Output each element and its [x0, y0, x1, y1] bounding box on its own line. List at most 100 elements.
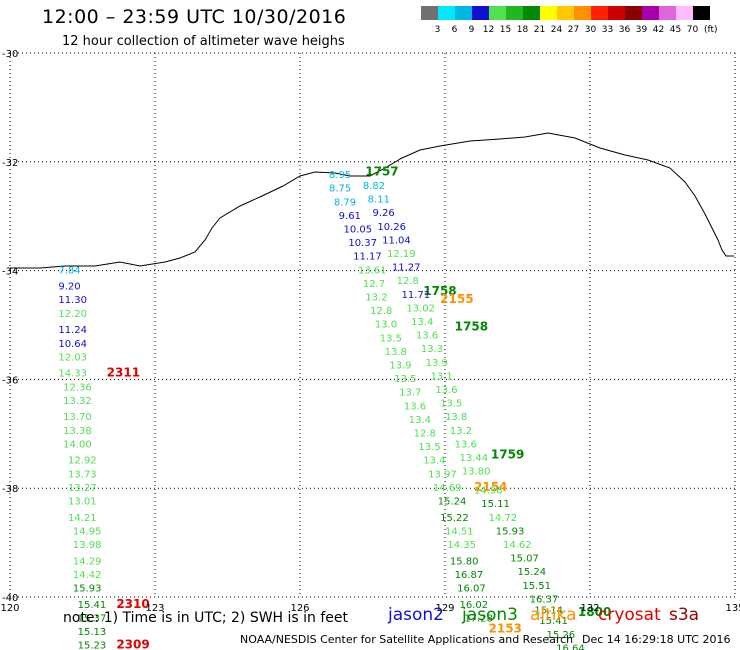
wave-height-value: 13.6 — [435, 385, 457, 396]
legend-label: 3 — [434, 25, 441, 35]
wave-height-value: 14.98 — [474, 486, 503, 497]
legend-swatch — [642, 6, 659, 20]
wave-height-value: 11.04 — [382, 235, 411, 246]
pass-time-label: 1800 — [578, 605, 611, 619]
wave-height-value: 12.8 — [370, 306, 392, 317]
wave-height-value: 14.62 — [503, 540, 532, 551]
legend-swatch — [693, 6, 710, 20]
wave-height-value: 15.80 — [450, 556, 479, 567]
wave-height-value: 13.9 — [426, 358, 448, 369]
wave-height-value: 15.51 — [522, 581, 551, 592]
legend-swatch — [421, 6, 438, 20]
wave-height-value: 13.9 — [389, 361, 411, 372]
satellite-cryosat: cryosat — [598, 605, 661, 625]
map-grid — [9, 52, 736, 598]
wave-height-value: 15.37 — [78, 613, 107, 624]
wave-height-value: 16.64 — [556, 643, 585, 650]
legend-swatch — [557, 6, 574, 20]
wave-height-value: 9.20 — [58, 282, 80, 293]
lat-tick-label: -36 — [2, 375, 18, 386]
wave-height-value: 14.51 — [445, 526, 474, 537]
legend-swatch — [472, 6, 489, 20]
lon-tick-label: 126 — [290, 603, 309, 614]
legend-swatch — [676, 6, 693, 20]
credit-line: NOAA/NESDIS Center for Satellite Applica… — [240, 633, 574, 646]
wave-height-value: 13.7 — [399, 388, 421, 399]
wave-height-value: 13.6 — [455, 439, 477, 450]
wave-height-value: 12.03 — [58, 352, 87, 363]
legend-swatch — [506, 6, 523, 20]
legend-unit: (ft) — [704, 25, 718, 35]
legend-label: 30 — [584, 25, 597, 35]
legend-swatch — [489, 6, 506, 20]
lon-tick-label: 129 — [435, 603, 454, 614]
pass-time-label: 1757 — [365, 164, 398, 178]
legend-label: 42 — [652, 25, 665, 35]
lat-tick-label: -34 — [2, 267, 18, 278]
wave-height-value: 9.26 — [373, 208, 395, 219]
wave-height-value: 13.80 — [462, 467, 491, 478]
wave-height-value: 14.00 — [63, 439, 92, 450]
satellite-s3a: s3a — [669, 605, 700, 625]
wave-height-value: 13.5 — [380, 333, 402, 344]
lon-tick-label: 120 — [0, 603, 19, 614]
page-subtitle: 12 hour collection of altimeter wave hei… — [62, 34, 345, 49]
wave-height-value: 13.8 — [445, 412, 467, 423]
wave-height-value: 11.17 — [353, 252, 382, 263]
wave-height-value: 8.79 — [334, 197, 356, 208]
legend-label: 6 — [451, 25, 458, 35]
coastline — [10, 132, 734, 269]
legend-label: 12 — [482, 25, 495, 35]
wave-height-value: 13.27 — [68, 483, 97, 494]
wave-height-value: 15.93 — [496, 526, 525, 537]
legend-label: 45 — [669, 25, 682, 35]
legend-label: 24 — [550, 25, 563, 35]
wave-height-value: 11.71 — [402, 290, 431, 301]
wave-height-value: 13.6 — [404, 401, 426, 412]
pass-time-label: 2311 — [107, 366, 140, 380]
wave-height-value: 13.5 — [440, 399, 462, 410]
pass-time-label: 2310 — [116, 597, 149, 611]
wave-height-value: 13.32 — [63, 396, 92, 407]
legend-label: 9 — [468, 25, 475, 35]
wave-height-value: 16.07 — [457, 584, 486, 595]
pass-time-label: 1759 — [491, 447, 524, 461]
wave-height-value: 14.35 — [447, 540, 476, 551]
legend-label: 15 — [499, 25, 512, 35]
footnote: note: 1) Time is in UTC; 2) SWH is in fe… — [63, 610, 349, 626]
wave-height-value: 12.7 — [363, 279, 385, 290]
wave-height-value: 13.2 — [450, 426, 472, 437]
wave-height-value: 10.05 — [344, 225, 373, 236]
wave-height-value: 13.5 — [394, 374, 416, 385]
wave-height-value: 12.92 — [68, 456, 97, 467]
wave-height-value: 13.6 — [416, 331, 438, 342]
generated-timestamp: Dec 14 16:29:18 UTC 2016 — [582, 633, 731, 646]
wave-height-value: 14.42 — [73, 570, 102, 581]
pass-time-label: 1758 — [423, 284, 456, 298]
pass-time-label: 1758 — [455, 319, 488, 333]
lat-tick-label: -40 — [2, 593, 18, 604]
pass-time-label: 2155 — [440, 292, 473, 306]
legend-swatch — [523, 6, 540, 20]
wave-height-value: 15.26 — [547, 630, 576, 641]
legend-swatch — [591, 6, 608, 20]
wave-height-value: 13.5 — [418, 442, 440, 453]
satellite-jason2: jason2 — [388, 605, 444, 625]
wave-height-value: 12.8 — [414, 429, 436, 440]
wave-height-value: 11.30 — [58, 295, 87, 306]
wave-height-value: 13.97 — [428, 469, 457, 480]
wave-height-value: 10.37 — [348, 238, 377, 249]
wave-height-value: 13.8 — [385, 347, 407, 358]
wave-height-value: 15.23 — [78, 641, 107, 650]
wave-height-value: 13.01 — [68, 497, 97, 508]
legend-label: 70 — [686, 25, 699, 35]
wave-height-value: 15.13 — [78, 627, 107, 638]
wave-height-value: 13.4 — [423, 456, 445, 467]
wave-height-value: 12.8 — [397, 276, 419, 287]
wave-height-value: 8.95 — [329, 170, 351, 181]
legend-label: 33 — [601, 25, 614, 35]
legend-label: 27 — [567, 25, 580, 35]
legend-label: 18 — [516, 25, 529, 35]
